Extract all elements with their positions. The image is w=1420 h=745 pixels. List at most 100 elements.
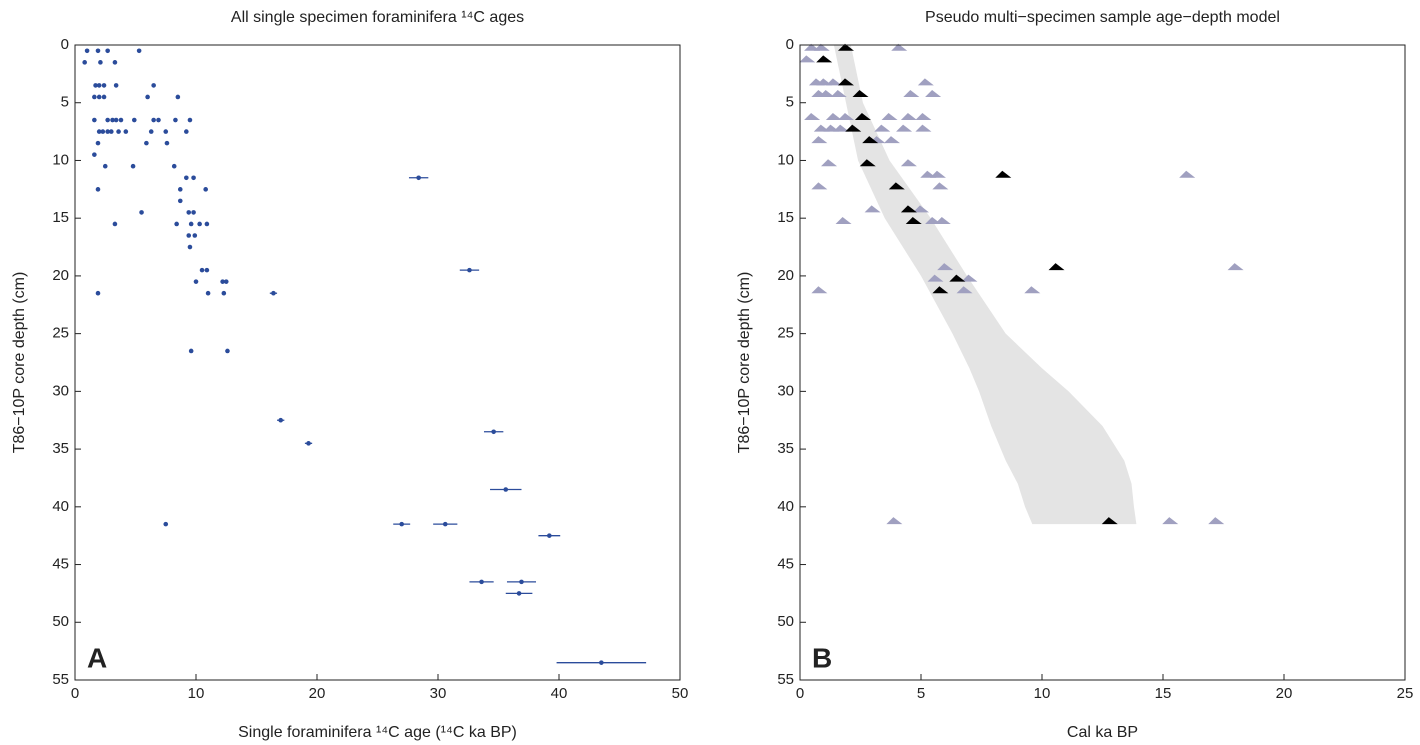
age-distribution [811, 286, 828, 294]
point [204, 221, 210, 227]
point [148, 129, 154, 134]
point [220, 279, 225, 284]
point [123, 129, 129, 134]
point [109, 129, 114, 134]
point [171, 163, 177, 169]
point [221, 290, 227, 296]
age-distribution [905, 216, 922, 224]
point [188, 221, 194, 227]
point [399, 521, 405, 527]
age-distribution [804, 113, 821, 121]
age-distribution [903, 89, 920, 97]
y-tick-label: 40 [777, 498, 794, 515]
age-distribution [915, 124, 932, 132]
age-distribution [833, 124, 850, 132]
point [139, 210, 144, 215]
point [191, 210, 196, 215]
age-distribution [934, 216, 951, 224]
point [278, 417, 284, 423]
age-distribution [886, 517, 903, 525]
age-distribution [845, 124, 862, 132]
point [177, 198, 183, 204]
y-tick-label: 25 [52, 325, 69, 342]
x-tick-label: 10 [1034, 685, 1051, 702]
point [92, 152, 97, 157]
point [92, 94, 97, 100]
y-tick-label: 50 [777, 613, 794, 630]
age-distribution [961, 274, 978, 282]
point [519, 579, 524, 585]
y-tick-label: 30 [52, 382, 69, 399]
age-distribution [837, 43, 854, 51]
age-distribution [811, 182, 828, 190]
age-distribution [1162, 517, 1179, 525]
point [112, 60, 118, 65]
point [191, 175, 196, 181]
x-tick-label: 30 [430, 685, 447, 702]
age-distribution [995, 170, 1012, 178]
x-tick-label: 15 [1155, 685, 1172, 702]
age-distribution [854, 113, 871, 121]
point [98, 60, 103, 65]
age-distribution [837, 78, 854, 86]
point [479, 579, 484, 585]
age-distribution [917, 78, 934, 86]
point [96, 129, 102, 134]
point [96, 94, 102, 100]
x-axis-label: Single foraminifera ¹⁴C age (¹⁴C ka BP) [238, 724, 517, 741]
y-tick-label: 5 [786, 94, 794, 111]
y-axis-label: T86−10P core depth (cm) [11, 272, 28, 454]
point [151, 117, 156, 123]
x-tick-label: 5 [917, 685, 925, 702]
point [186, 210, 192, 215]
point [203, 187, 208, 192]
age-distribution [837, 113, 854, 121]
point [105, 117, 110, 123]
age-distribution [932, 286, 949, 294]
point [204, 267, 210, 273]
point [112, 221, 118, 227]
age-distribution [896, 124, 913, 132]
point [144, 140, 149, 146]
point [84, 48, 90, 54]
point [82, 60, 87, 65]
point [187, 244, 193, 250]
point [131, 117, 137, 123]
age-distribution [864, 205, 881, 213]
point [95, 187, 101, 192]
point [442, 521, 448, 527]
y-tick-label: 55 [52, 671, 69, 688]
age-distribution [862, 136, 879, 144]
y-tick-label: 20 [52, 267, 69, 284]
age-distribution [883, 136, 900, 144]
point [163, 521, 169, 527]
point [177, 187, 183, 192]
point [225, 348, 230, 354]
age-distribution [1024, 286, 1041, 294]
x-tick-label: 0 [71, 685, 79, 702]
age-distribution [821, 159, 838, 167]
point [547, 533, 552, 538]
x-tick-label: 25 [1397, 685, 1414, 702]
age-distribution [900, 205, 917, 213]
age-distribution [925, 89, 942, 97]
point [197, 221, 202, 227]
point [96, 83, 102, 88]
point [193, 279, 199, 284]
y-tick-label: 45 [777, 556, 794, 573]
point [599, 660, 604, 665]
y-tick-label: 30 [777, 382, 794, 399]
x-tick-label: 20 [1276, 685, 1293, 702]
age-distribution [811, 136, 828, 144]
age-distribution [932, 182, 949, 190]
age-distribution [900, 159, 917, 167]
x-tick-label: 40 [551, 685, 568, 702]
y-tick-label: 35 [52, 440, 69, 457]
plot-frame [74, 44, 681, 681]
age-distribution [1208, 517, 1225, 525]
point [105, 48, 110, 54]
y-tick-label: 0 [786, 36, 794, 53]
y-tick-label: 15 [52, 209, 69, 226]
